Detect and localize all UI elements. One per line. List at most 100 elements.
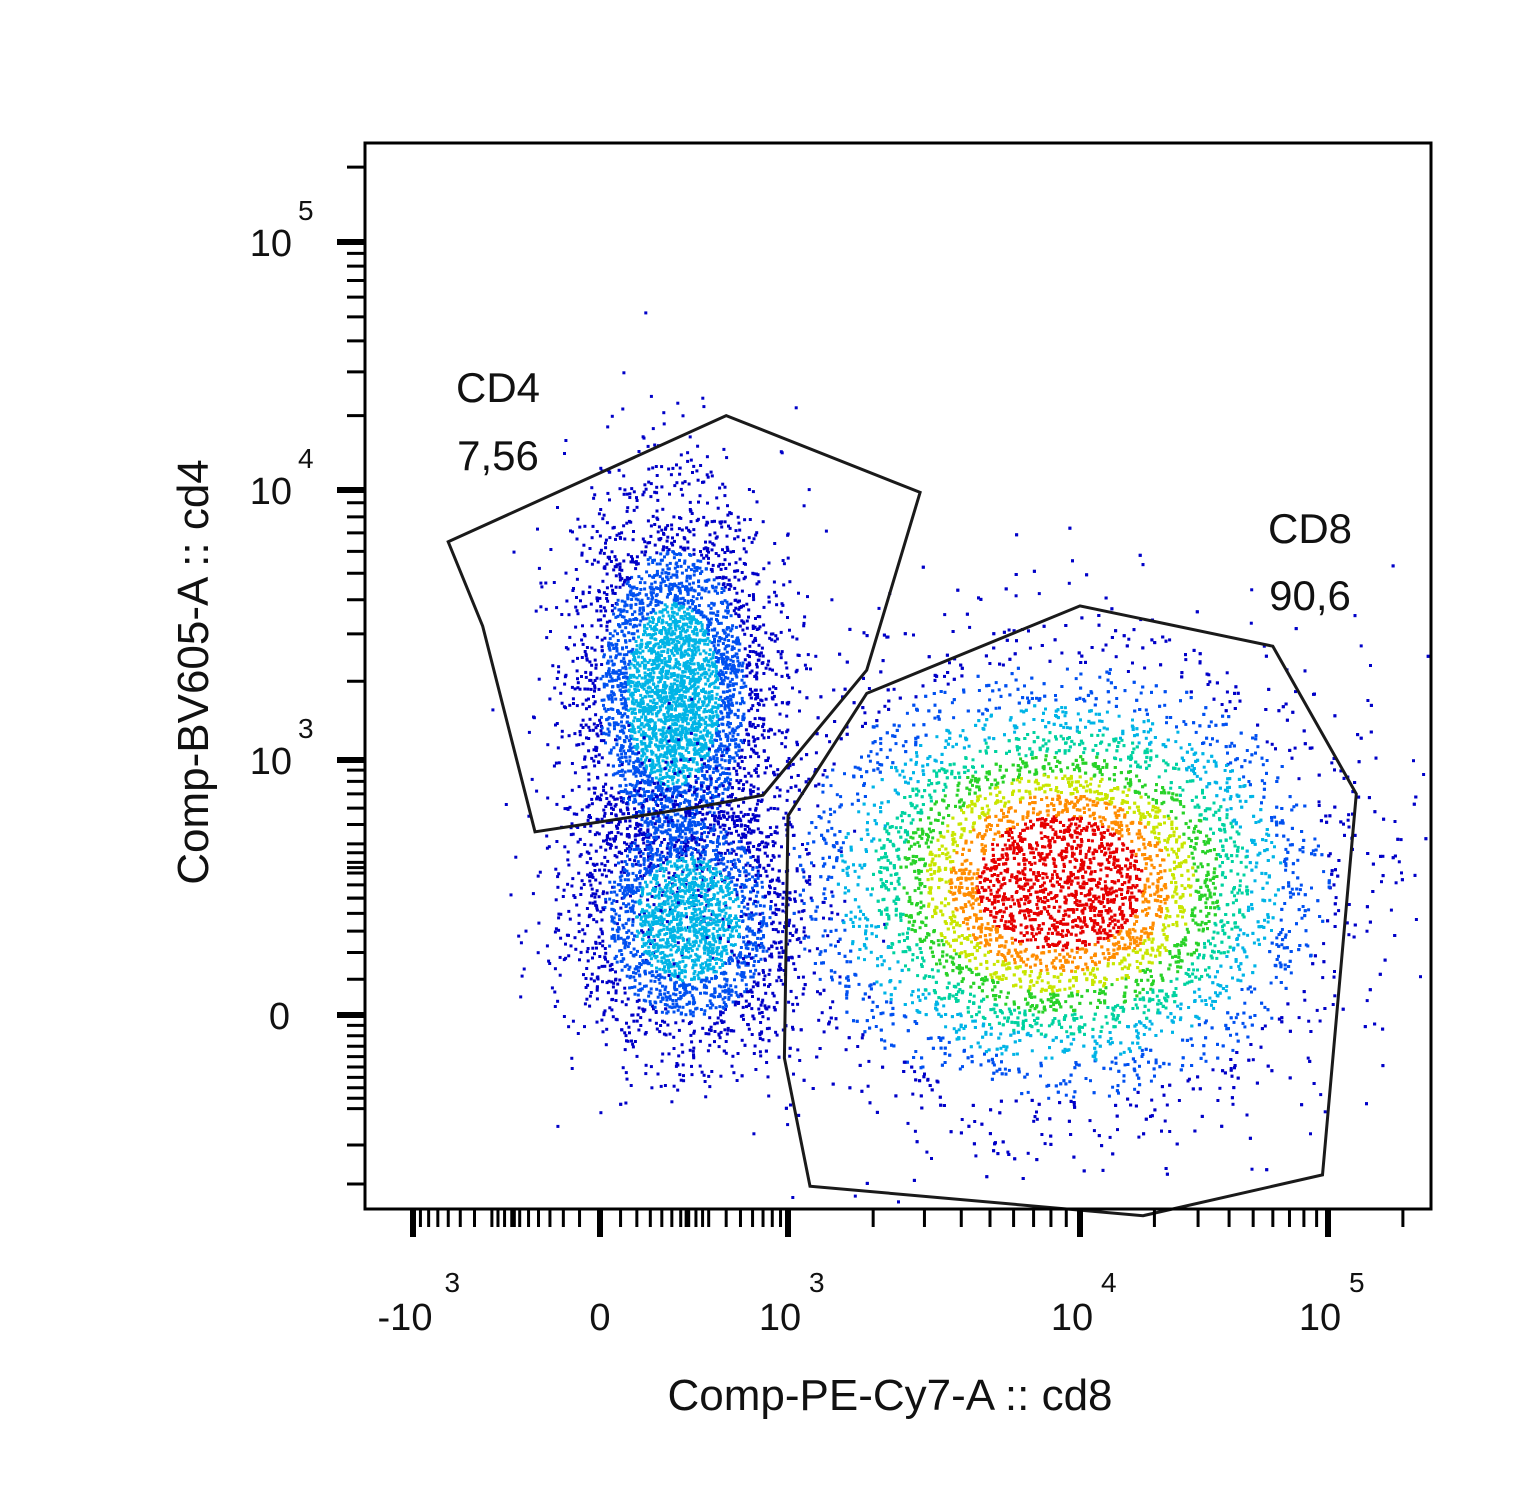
density-dot	[734, 742, 738, 746]
density-dot	[722, 673, 725, 677]
density-dot	[636, 767, 640, 771]
density-dot	[719, 861, 723, 865]
density-dot	[706, 787, 710, 791]
density-dot	[684, 776, 688, 780]
density-dot	[768, 727, 772, 731]
density-dot	[549, 630, 552, 633]
density-dot	[674, 602, 678, 606]
density-dot	[654, 600, 658, 603]
density-dot	[774, 687, 778, 690]
density-dot	[629, 680, 633, 683]
density-dot	[627, 689, 631, 693]
density-dot	[642, 741, 646, 745]
density-dot	[646, 781, 650, 785]
density-dot	[689, 553, 693, 557]
density-dot	[695, 633, 699, 637]
density-dot	[625, 715, 629, 719]
density-dot	[668, 800, 672, 804]
density-dot	[639, 733, 643, 737]
density-dot	[708, 767, 711, 771]
density-dot	[692, 977, 696, 981]
density-dot	[751, 593, 755, 597]
density-dot	[577, 743, 581, 747]
density-dot	[729, 512, 733, 516]
density-dot	[618, 578, 622, 582]
density-dot	[700, 884, 703, 888]
density-dot	[771, 668, 774, 672]
density-dot	[678, 552, 681, 556]
density-dot	[721, 813, 725, 817]
density-dot	[668, 589, 672, 593]
density-dot	[754, 617, 757, 620]
density-dot	[634, 774, 638, 778]
density-dot	[599, 609, 603, 613]
density-dot	[605, 891, 609, 895]
density-dot	[671, 685, 675, 688]
density-dot	[573, 771, 577, 775]
density-dot	[612, 724, 616, 728]
density-dot	[706, 792, 710, 795]
density-dot	[687, 947, 691, 950]
density-dot	[677, 1054, 681, 1058]
density-dot	[722, 690, 726, 694]
density-dot	[736, 670, 740, 674]
density-dot	[647, 727, 651, 731]
density-dot	[693, 750, 697, 754]
density-dot	[611, 634, 615, 638]
density-dot	[665, 633, 669, 637]
density-dot	[735, 779, 739, 783]
density-dot	[725, 833, 729, 837]
density-dot	[693, 642, 697, 646]
density-dot	[784, 661, 788, 665]
density-dot	[730, 786, 734, 789]
density-dot	[610, 695, 614, 699]
density-dot	[713, 640, 716, 644]
density-dot	[656, 659, 660, 663]
density-dot	[722, 1001, 726, 1005]
density-dot	[659, 610, 663, 614]
density-dot	[723, 585, 727, 589]
density-dot	[733, 671, 737, 674]
density-dot	[699, 611, 703, 615]
density-dot	[698, 725, 701, 729]
density-dot	[659, 802, 663, 805]
density-dot	[697, 608, 701, 612]
density-dot	[692, 552, 696, 556]
density-dot	[655, 769, 659, 773]
density-dot	[682, 715, 686, 719]
density-dot	[659, 769, 663, 773]
density-dot	[564, 646, 568, 650]
density-dot	[641, 930, 645, 934]
density-dot	[586, 983, 590, 987]
density-dot	[665, 730, 669, 733]
density-dot	[717, 703, 721, 707]
density-dot	[614, 845, 618, 849]
density-dot	[718, 842, 721, 846]
density-dot	[714, 585, 718, 589]
density-dot	[708, 774, 712, 778]
density-dot	[692, 737, 696, 741]
density-dot	[740, 589, 744, 593]
density-dot	[719, 669, 723, 673]
density-dot	[588, 585, 592, 589]
density-dot	[686, 637, 690, 641]
density-dot	[779, 652, 783, 656]
density-dot	[726, 504, 729, 508]
density-dot	[686, 459, 690, 463]
density-dot	[742, 562, 746, 565]
density-dot	[615, 678, 618, 682]
density-dot	[638, 623, 642, 627]
density-dot	[629, 746, 633, 750]
density-dot	[666, 784, 670, 788]
density-dot	[683, 774, 686, 778]
density-dot	[674, 803, 678, 807]
density-dot	[742, 674, 745, 678]
density-dot	[642, 705, 646, 709]
density-dot	[735, 591, 739, 595]
density-dot	[667, 467, 671, 471]
density-dot	[712, 664, 715, 668]
density-dot	[655, 882, 659, 886]
density-dot	[706, 731, 709, 735]
density-dot	[635, 499, 639, 502]
density-dot	[673, 715, 677, 719]
